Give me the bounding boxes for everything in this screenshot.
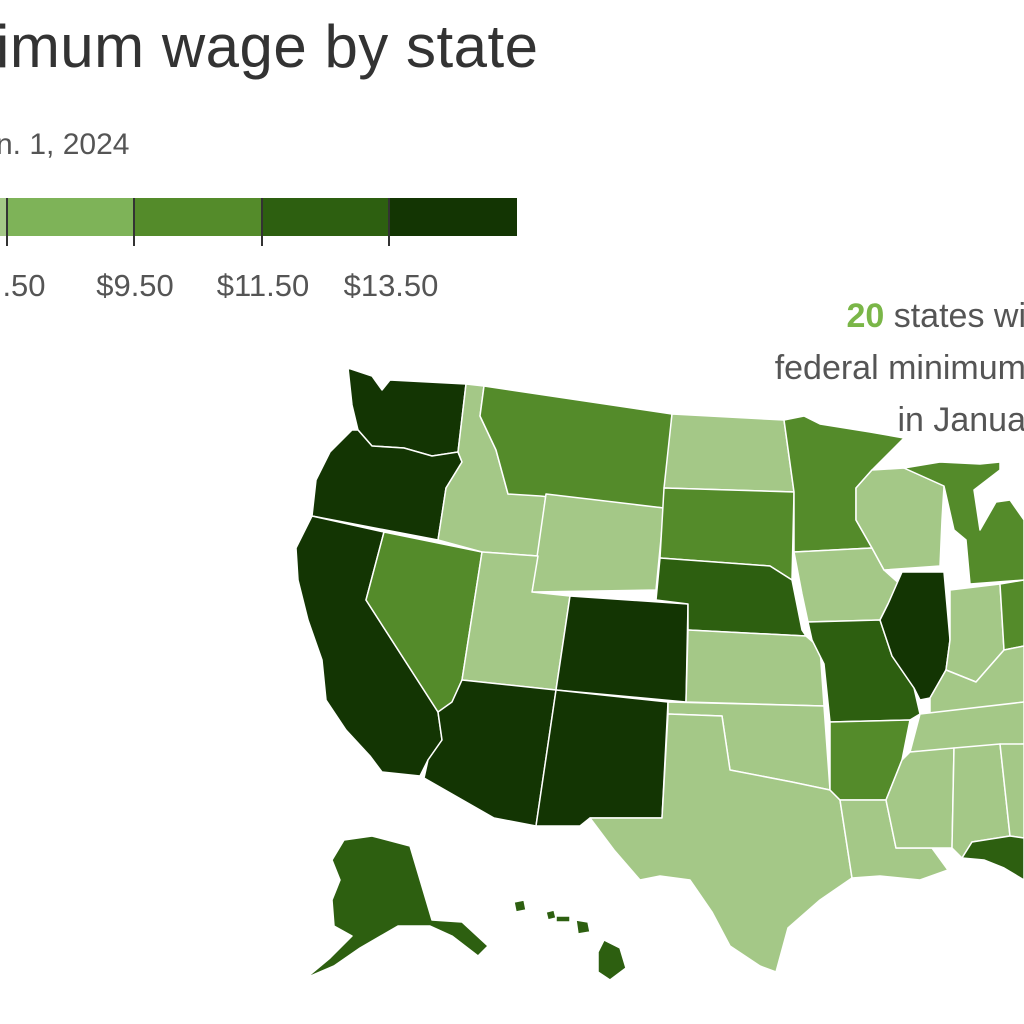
color-legend: .50 $9.50 $11.50 $13.50 <box>0 198 520 308</box>
page-title: imum wage by state <box>0 13 539 80</box>
state-wisconsin <box>855 467 945 571</box>
annotation-line2: federal minimum <box>774 349 1024 387</box>
state-kansas <box>685 629 825 707</box>
state-kentucky <box>929 645 1024 717</box>
legend-label: .50 <box>2 268 46 303</box>
state-new-mexico <box>535 689 669 827</box>
legend-label: $11.50 <box>216 268 310 303</box>
legend-tick <box>388 198 390 246</box>
legend-tick <box>6 198 8 246</box>
state-hawaii-oahu <box>545 909 557 921</box>
legend-swatch-4 <box>263 198 389 236</box>
legend-tick <box>133 198 135 246</box>
annotation-count: 20 <box>846 297 885 335</box>
state-hawaii-kauai <box>513 899 527 913</box>
state-hawaii-maui <box>575 919 591 935</box>
state-wyoming <box>531 493 665 593</box>
state-hawaii-big-island <box>597 939 627 981</box>
legend-swatch-5 <box>390 198 517 236</box>
legend-swatch-2 <box>7 198 134 236</box>
state-ohio <box>999 579 1024 651</box>
state-illinois <box>879 571 951 701</box>
state-alaska <box>305 835 489 979</box>
legend-label: $13.50 <box>343 268 439 303</box>
legend-swatch-3 <box>135 198 262 236</box>
map-annotation: 20 states wi federal minimum in Janua <box>775 290 1024 446</box>
state-colorado <box>555 595 689 703</box>
state-montana <box>479 385 673 509</box>
state-tennessee <box>909 701 1024 753</box>
state-georgia <box>999 743 1024 839</box>
state-hawaii-molokai <box>555 915 571 923</box>
annotation-line1: states wi <box>884 297 1024 335</box>
legend-label: $9.50 <box>96 268 174 303</box>
legend-tick <box>261 198 263 246</box>
state-michigan <box>903 461 1024 585</box>
page-subtitle: n. 1, 2024 <box>0 128 130 161</box>
state-texas <box>589 713 853 973</box>
legend-swatch-1 <box>0 198 6 236</box>
state-florida <box>961 835 1024 881</box>
annotation-line3: in Janua <box>897 401 1024 439</box>
